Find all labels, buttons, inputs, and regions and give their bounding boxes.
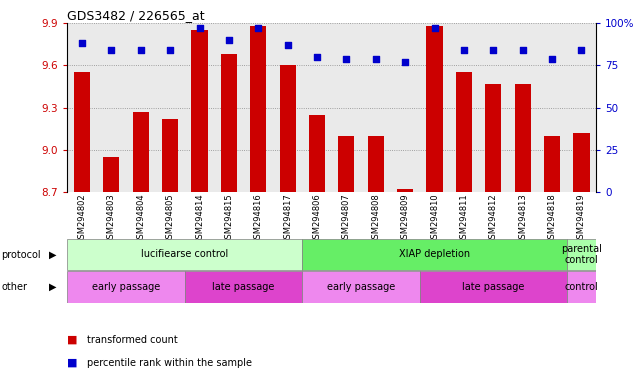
Point: [312, 54, 322, 60]
Bar: [537, 23, 567, 192]
Bar: [397, 189, 413, 192]
Text: late passage: late passage: [212, 282, 275, 292]
Bar: [361, 23, 390, 192]
Point: [253, 25, 263, 31]
Bar: [303, 271, 420, 303]
Bar: [420, 271, 567, 303]
Text: ■: ■: [67, 358, 78, 368]
Point: [459, 47, 469, 53]
Bar: [103, 157, 119, 192]
Bar: [508, 23, 537, 192]
Bar: [544, 136, 560, 192]
Point: [77, 40, 87, 46]
Point: [224, 37, 234, 43]
Bar: [162, 119, 178, 192]
Text: XIAP depletion: XIAP depletion: [399, 249, 470, 260]
Bar: [221, 54, 237, 192]
Bar: [426, 26, 443, 192]
Bar: [567, 23, 596, 192]
Bar: [67, 239, 303, 270]
Bar: [573, 133, 590, 192]
Text: late passage: late passage: [462, 282, 524, 292]
Text: protocol: protocol: [1, 250, 41, 260]
Point: [576, 47, 587, 53]
Point: [165, 47, 175, 53]
Point: [341, 55, 351, 61]
Bar: [155, 23, 185, 192]
Point: [136, 47, 146, 53]
Text: transformed count: transformed count: [87, 335, 178, 345]
Bar: [338, 136, 354, 192]
Point: [106, 47, 117, 53]
Bar: [273, 23, 303, 192]
Bar: [133, 112, 149, 192]
Bar: [303, 239, 567, 270]
Bar: [368, 136, 384, 192]
Bar: [309, 114, 325, 192]
Bar: [185, 271, 303, 303]
Text: lucifiearse control: lucifiearse control: [141, 249, 228, 260]
Text: ▶: ▶: [49, 250, 56, 260]
Bar: [332, 23, 361, 192]
Text: early passage: early passage: [92, 282, 160, 292]
Point: [194, 25, 204, 31]
Bar: [67, 271, 185, 303]
Point: [283, 42, 293, 48]
Point: [400, 59, 410, 65]
Point: [370, 55, 381, 61]
Bar: [74, 72, 90, 192]
Point: [488, 47, 499, 53]
Bar: [479, 23, 508, 192]
Bar: [515, 84, 531, 192]
Bar: [485, 84, 501, 192]
Text: GDS3482 / 226565_at: GDS3482 / 226565_at: [67, 9, 205, 22]
Text: ▶: ▶: [49, 282, 56, 292]
Text: other: other: [1, 282, 28, 292]
Text: parental
control: parental control: [561, 243, 602, 265]
Bar: [420, 23, 449, 192]
Bar: [303, 23, 332, 192]
Text: early passage: early passage: [327, 282, 395, 292]
Text: ■: ■: [67, 335, 78, 345]
Bar: [185, 23, 214, 192]
Bar: [456, 72, 472, 192]
Bar: [449, 23, 479, 192]
Bar: [244, 23, 273, 192]
Bar: [250, 26, 267, 192]
Point: [517, 47, 528, 53]
Bar: [67, 23, 97, 192]
Bar: [567, 239, 596, 270]
Bar: [126, 23, 155, 192]
Bar: [192, 30, 208, 192]
Text: percentile rank within the sample: percentile rank within the sample: [87, 358, 251, 368]
Bar: [279, 65, 296, 192]
Point: [547, 55, 557, 61]
Bar: [214, 23, 244, 192]
Text: control: control: [565, 282, 598, 292]
Bar: [390, 23, 420, 192]
Bar: [97, 23, 126, 192]
Point: [429, 25, 440, 31]
Bar: [567, 271, 596, 303]
